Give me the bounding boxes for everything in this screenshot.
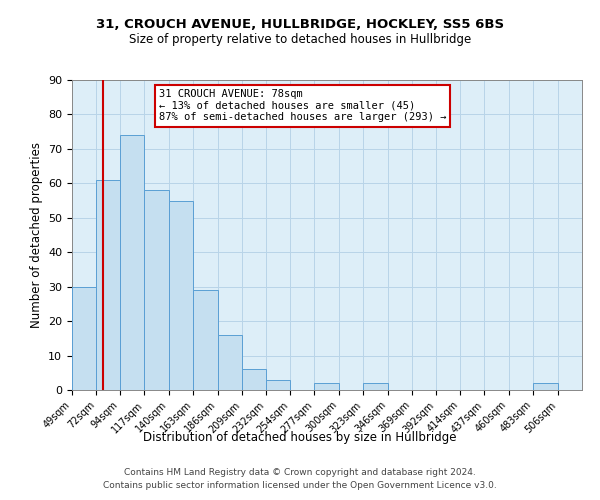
Text: 31 CROUCH AVENUE: 78sqm
← 13% of detached houses are smaller (45)
87% of semi-de: 31 CROUCH AVENUE: 78sqm ← 13% of detache…	[158, 90, 446, 122]
Text: 31, CROUCH AVENUE, HULLBRIDGE, HOCKLEY, SS5 6BS: 31, CROUCH AVENUE, HULLBRIDGE, HOCKLEY, …	[96, 18, 504, 30]
Bar	[218, 335, 242, 390]
Text: Contains public sector information licensed under the Open Government Licence v3: Contains public sector information licen…	[103, 480, 497, 490]
Bar	[169, 200, 193, 390]
Bar	[120, 135, 144, 390]
Bar	[363, 383, 388, 390]
Bar	[266, 380, 290, 390]
Bar	[533, 383, 557, 390]
Bar	[314, 383, 338, 390]
Text: Size of property relative to detached houses in Hullbridge: Size of property relative to detached ho…	[129, 32, 471, 46]
Text: Distribution of detached houses by size in Hullbridge: Distribution of detached houses by size …	[143, 431, 457, 444]
Y-axis label: Number of detached properties: Number of detached properties	[29, 142, 43, 328]
Bar	[72, 286, 97, 390]
Bar	[97, 180, 120, 390]
Text: Contains HM Land Registry data © Crown copyright and database right 2024.: Contains HM Land Registry data © Crown c…	[124, 468, 476, 477]
Bar	[242, 370, 266, 390]
Bar	[193, 290, 218, 390]
Bar	[144, 190, 169, 390]
